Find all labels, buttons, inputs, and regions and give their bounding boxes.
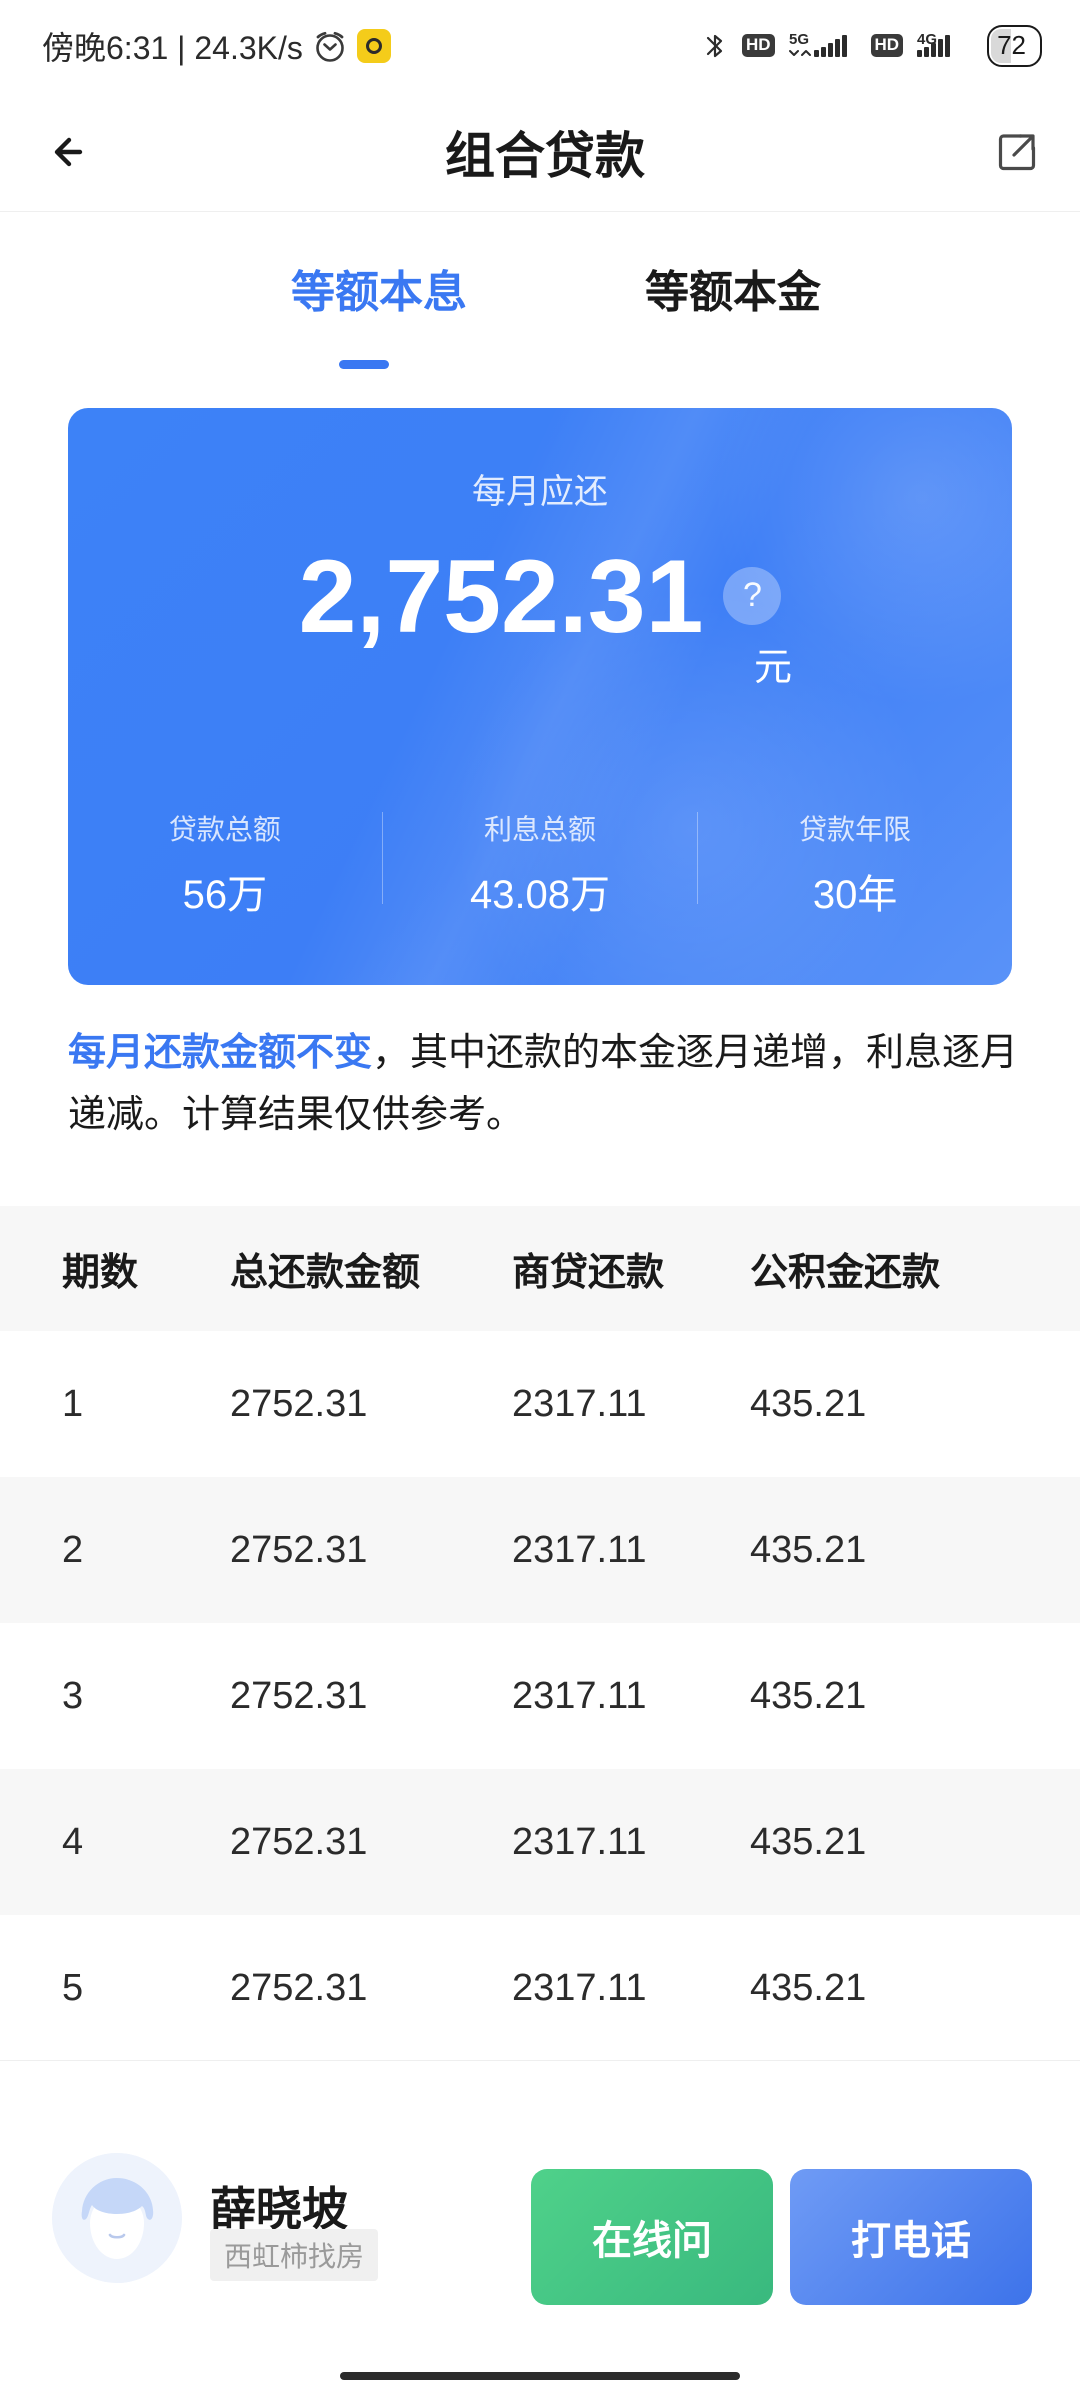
svg-text:5G: 5G: [789, 31, 809, 48]
